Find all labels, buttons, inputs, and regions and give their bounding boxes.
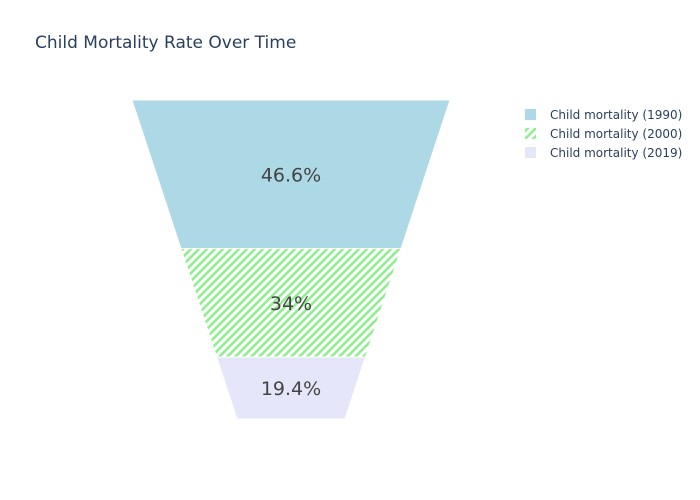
segment-label-2019: 19.4% [261,378,321,400]
legend-item-2000[interactable]: Child mortality (2000) [525,127,682,141]
legend-label-1990: Child mortality (1990) [550,108,682,122]
legend-swatch [525,128,536,139]
legend-item-2019[interactable]: Child mortality (2019) [525,146,682,160]
legend-swatch [525,147,536,158]
segment-label-1990: 46.6% [261,164,321,186]
legend-label-2019: Child mortality (2019) [550,146,682,160]
funnel-segment-2019[interactable]: 19.4% [215,356,367,420]
funnel-segment-2000[interactable]: 34% [180,248,402,358]
legend-swatch [525,109,536,120]
funnel-segment-1990[interactable]: 46.6% [131,99,451,250]
legend-item-1990[interactable]: Child mortality (1990) [525,108,682,122]
legend-label-2000: Child mortality (2000) [550,127,682,141]
chart-title: Child Mortality Rate Over Time [35,33,297,53]
segment-label-2000: 34% [270,293,312,315]
legend: Child mortality (1990) Child mortality (… [525,108,682,160]
funnel-segment-shape[interactable] [215,356,367,420]
